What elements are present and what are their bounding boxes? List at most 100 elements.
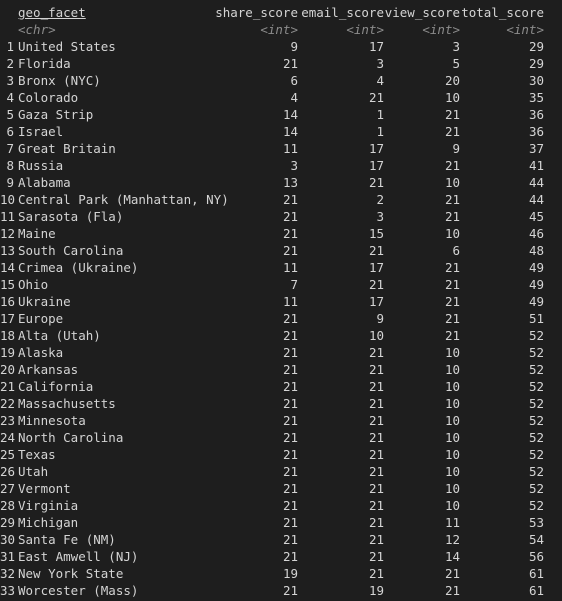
cell-total-score: 52 (528, 447, 544, 462)
cell-total-score: 49 (528, 260, 544, 275)
cell-geo-facet: Central Park (Manhattan, NY) (18, 192, 229, 207)
cell-email-score: 21 (368, 566, 384, 581)
cell-geo-facet: United States (18, 39, 116, 54)
cell-email-score: 9 (376, 311, 384, 326)
cell-geo-facet: Santa Fe (NM) (18, 532, 116, 547)
cell-total-score: 52 (528, 362, 544, 377)
cell-share-score: 11 (282, 294, 298, 309)
cell-share-score: 14 (282, 124, 298, 139)
table-row: 27 Vermont 21 21 10 52 (0, 480, 562, 497)
table-row: 4 Colorado 4 21 10 35 (0, 89, 562, 106)
cell-share-score: 21 (282, 328, 298, 343)
cell-view-score: 10 (444, 175, 460, 190)
cell-geo-facet: Minnesota (18, 413, 86, 428)
cell-email-score: 4 (376, 73, 384, 88)
cell-view-score: 21 (444, 294, 460, 309)
cell-total-score: 36 (528, 124, 544, 139)
cell-total-score: 45 (528, 209, 544, 224)
row-index: 21 (0, 379, 16, 394)
cell-total-score: 56 (528, 549, 544, 564)
table-row: 8 Russia 3 17 21 41 (0, 157, 562, 174)
cell-share-score: 21 (282, 430, 298, 445)
cell-share-score: 21 (282, 447, 298, 462)
cell-share-score: 21 (282, 396, 298, 411)
cell-view-score: 10 (444, 379, 460, 394)
cell-geo-facet: Massachusetts (18, 396, 116, 411)
cell-share-score: 13 (282, 175, 298, 190)
cell-view-score: 21 (444, 583, 460, 598)
cell-geo-facet: Bronx (NYC) (18, 73, 101, 88)
row-index: 7 (6, 141, 14, 156)
cell-view-score: 21 (444, 260, 460, 275)
cell-email-score: 3 (376, 56, 384, 71)
cell-view-score: 10 (444, 345, 460, 360)
cell-total-score: 52 (528, 379, 544, 394)
cell-view-score: 9 (452, 141, 460, 156)
table-row: 13 South Carolina 21 21 6 48 (0, 242, 562, 259)
row-index: 25 (0, 447, 16, 462)
column-header-share-score: share_score (215, 5, 298, 20)
cell-total-score: 61 (528, 583, 544, 598)
table-row: 3 Bronx (NYC) 6 4 20 30 (0, 72, 562, 89)
cell-geo-facet: East Amwell (NJ) (18, 549, 139, 564)
console-output: geo_facet share_score email_score view_s… (0, 4, 562, 599)
cell-email-score: 1 (376, 107, 384, 122)
cell-share-score: 21 (282, 311, 298, 326)
cell-geo-facet: Maine (18, 226, 56, 241)
table-row: 1 United States 9 17 3 29 (0, 38, 562, 55)
table-row: 33 Worcester (Mass) 21 19 21 61 (0, 582, 562, 599)
row-index: 24 (0, 430, 16, 445)
cell-geo-facet: Virginia (18, 498, 79, 513)
row-index: 16 (0, 294, 16, 309)
table-row: 18 Alta (Utah) 21 10 21 52 (0, 327, 562, 344)
cell-view-score: 21 (444, 209, 460, 224)
table-row: 17 Europe 21 9 21 51 (0, 310, 562, 327)
column-header-email-score: email_score (301, 5, 384, 20)
cell-email-score: 17 (368, 39, 384, 54)
cell-total-score: 51 (528, 311, 544, 326)
cell-geo-facet: Alaska (18, 345, 64, 360)
row-index: 27 (0, 481, 16, 496)
cell-view-score: 21 (444, 311, 460, 326)
cell-share-score: 21 (282, 56, 298, 71)
cell-total-score: 52 (528, 328, 544, 343)
cell-geo-facet: Crimea (Ukraine) (18, 260, 139, 275)
row-index: 11 (0, 209, 16, 224)
row-index: 5 (6, 107, 14, 122)
table-row: 21 California 21 21 10 52 (0, 378, 562, 395)
cell-geo-facet: Great Britain (18, 141, 116, 156)
cell-share-score: 21 (282, 226, 298, 241)
table-row: 16 Ukraine 11 17 21 49 (0, 293, 562, 310)
row-index: 30 (0, 532, 16, 547)
cell-email-score: 17 (368, 158, 384, 173)
table-row: 31 East Amwell (NJ) 21 21 14 56 (0, 548, 562, 565)
cell-view-score: 3 (452, 39, 460, 54)
cell-total-score: 41 (528, 158, 544, 173)
cell-geo-facet: Worcester (Mass) (18, 583, 139, 598)
cell-share-score: 6 (290, 73, 298, 88)
cell-geo-facet: Ohio (18, 277, 49, 292)
cell-geo-facet: Utah (18, 464, 49, 479)
cell-view-score: 10 (444, 464, 460, 479)
column-type-view-score: <int> (422, 22, 460, 37)
table-row: 6 Israel 14 1 21 36 (0, 123, 562, 140)
cell-share-score: 21 (282, 192, 298, 207)
row-index: 19 (0, 345, 16, 360)
row-index: 33 (0, 583, 16, 598)
cell-share-score: 21 (282, 583, 298, 598)
cell-view-score: 10 (444, 396, 460, 411)
row-index: 20 (0, 362, 16, 377)
cell-email-score: 1 (376, 124, 384, 139)
cell-email-score: 21 (368, 175, 384, 190)
cell-email-score: 15 (368, 226, 384, 241)
cell-total-score: 46 (528, 226, 544, 241)
cell-total-score: 36 (528, 107, 544, 122)
cell-total-score: 29 (528, 39, 544, 54)
cell-view-score: 10 (444, 481, 460, 496)
cell-email-score: 21 (368, 481, 384, 496)
cell-share-score: 4 (290, 90, 298, 105)
table-row: 19 Alaska 21 21 10 52 (0, 344, 562, 361)
cell-email-score: 21 (368, 430, 384, 445)
cell-share-score: 3 (290, 158, 298, 173)
cell-geo-facet: Colorado (18, 90, 79, 105)
